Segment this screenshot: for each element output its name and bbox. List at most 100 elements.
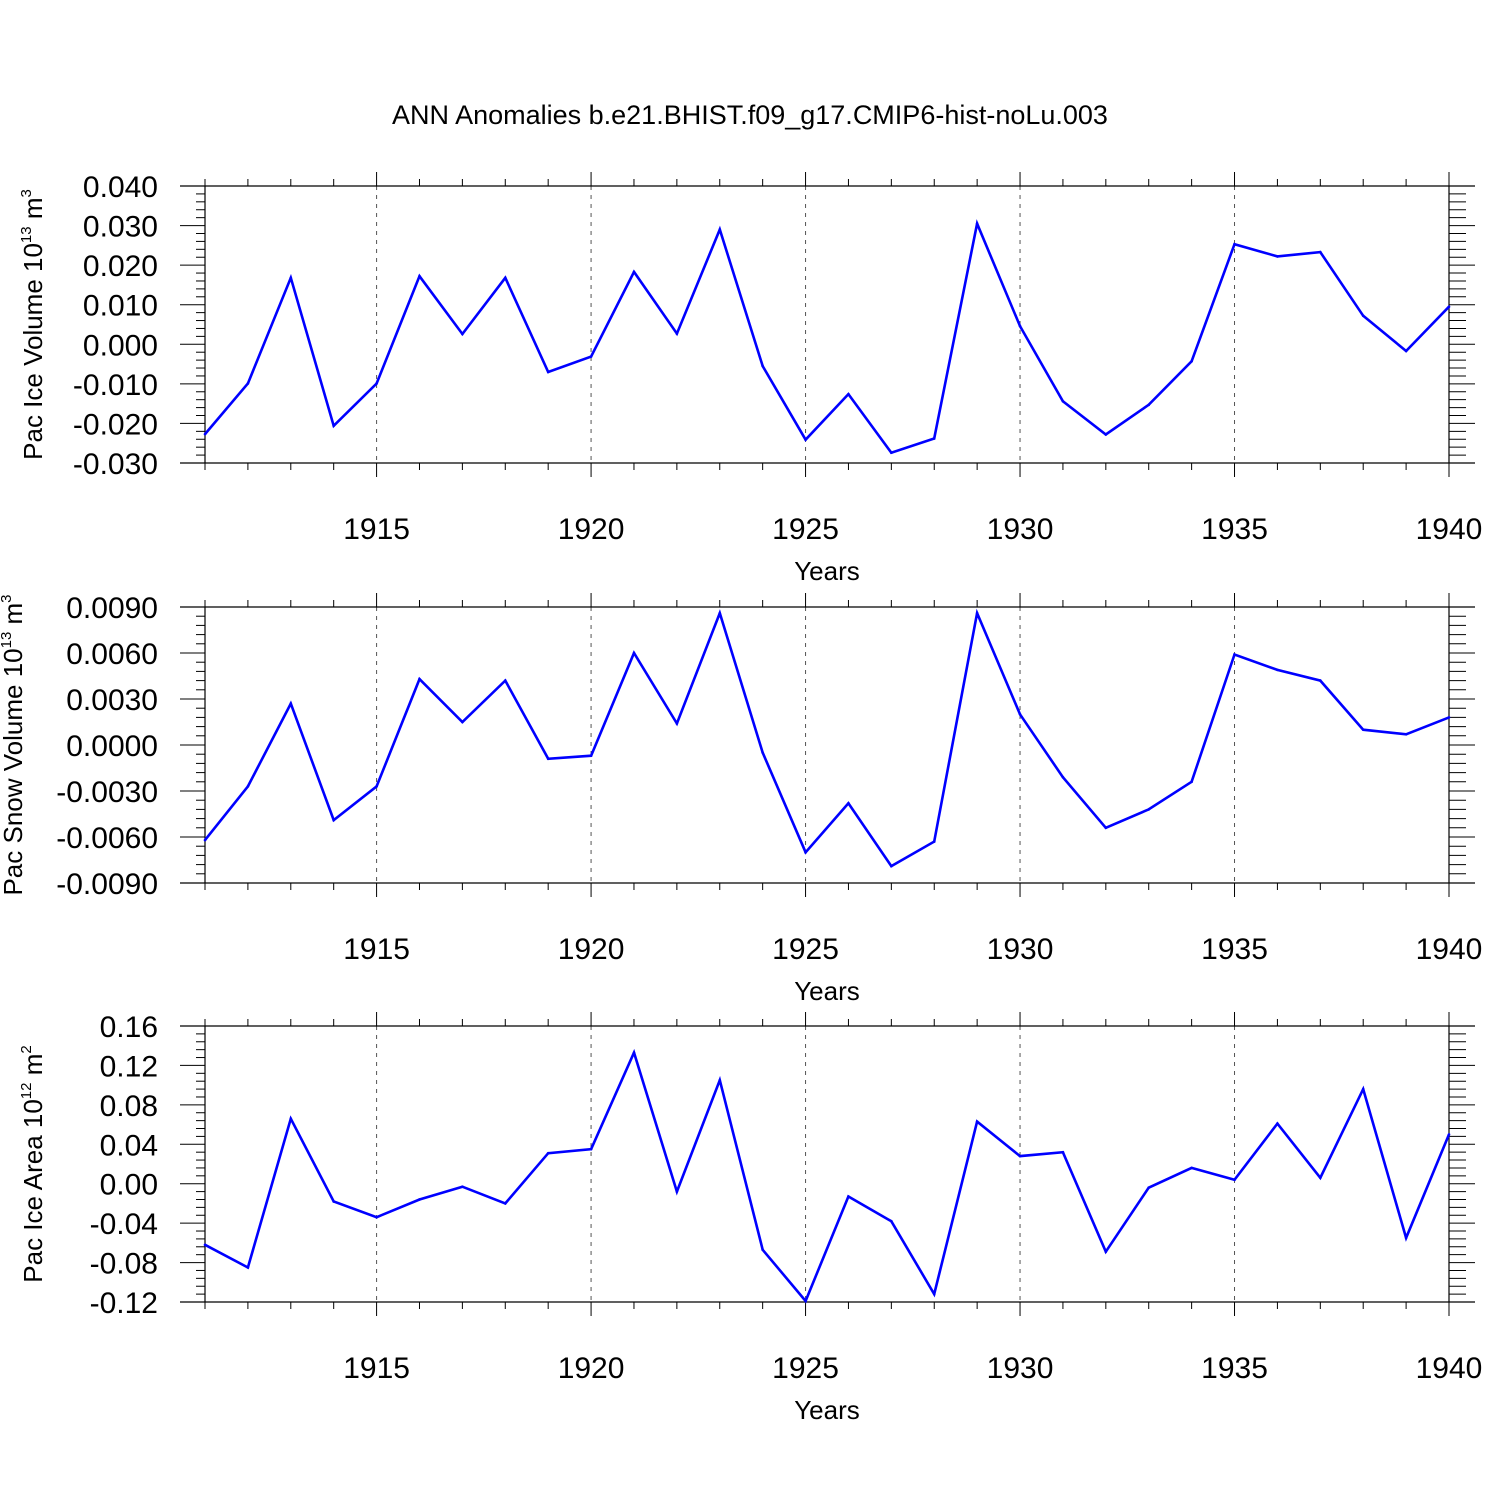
x-tick-label: 1920 [558,1352,625,1385]
y-tick-label: 0.00 [100,1169,158,1202]
x-tick-label: 1920 [558,513,625,546]
data-point [675,332,679,335]
data-point [932,840,936,843]
data-point [1447,716,1451,719]
x-axis-title: Years [794,1395,860,1425]
data-point [1447,1133,1451,1136]
data-point [804,851,807,854]
data-point [375,1215,378,1219]
data-point [203,432,207,436]
data-point [1276,1122,1279,1125]
data-point [461,1185,464,1188]
data-point [1319,1176,1322,1180]
data-point [546,1151,550,1155]
data-point [1361,314,1365,318]
data-point [1061,399,1065,403]
data-point [418,274,421,278]
data-point [847,1195,850,1198]
data-point [1061,1150,1065,1154]
data-point [289,276,293,280]
data-point [1404,349,1408,353]
x-tick-label: 1925 [772,513,839,546]
data-point [1404,732,1408,736]
series-line-pac-ice-area [204,1048,1451,1304]
data-point [503,1202,507,1205]
y-axis-title: Pac Snow Volume 1013 m3 [0,594,28,895]
data-point [375,785,378,788]
data-point [1104,433,1108,436]
data-point [632,1051,636,1054]
data-point [589,754,593,758]
y-tick-label: -0.030 [73,448,158,481]
y-tick-label: -0.08 [90,1248,158,1281]
data-point [289,1117,293,1120]
y-tick-label: -0.020 [73,408,158,441]
x-tick-label: 1915 [343,513,410,546]
data-point [1190,1166,1193,1170]
data-point [1190,780,1193,784]
data-point [503,679,507,682]
data-point [761,751,764,754]
y-tick-label: 0.010 [83,290,158,323]
x-tick-label: 1925 [772,933,839,966]
y-tick-label: -0.0030 [56,776,158,809]
data-point [1319,250,1322,254]
data-point [675,1190,679,1193]
data-point [1018,324,1022,328]
data-point [546,757,550,761]
data-point [1147,403,1151,407]
data-point [1018,1154,1022,1158]
data-point [847,392,850,396]
data-point [461,332,464,336]
data-point [289,702,293,705]
data-point [761,364,764,368]
y-tick-label: 0.08 [100,1090,158,1123]
y-tick-label: -0.04 [90,1208,158,1241]
data-point [718,228,722,231]
y-tick-label: -0.0060 [56,822,158,855]
y-tick-label: -0.0090 [56,868,158,901]
y-tick-label: 0.030 [83,211,158,244]
data-point [546,370,550,374]
x-tick-label: 1940 [1416,1352,1483,1385]
series-line-pac-snow-volume [203,608,1450,868]
data-point [1276,255,1279,258]
x-tick-label: 1925 [772,1352,839,1385]
chart-panel-1: 0.040 0.030 0.020 0.010 0.000 -0.010 -0.020 -0.… [18,171,1482,586]
y-tick-label: 0.12 [100,1050,158,1083]
y-axis-title: Pac Ice Area 1012 m2 [18,1045,48,1282]
y-tick-label: 0.0000 [66,730,158,763]
x-tick-label: 1940 [1416,513,1483,546]
y-tick-label: 0.000 [83,329,158,362]
data-point [375,382,378,385]
data-point [1447,305,1451,308]
data-point [1233,653,1236,656]
data-point [761,1248,764,1252]
data-point [632,270,636,274]
data-point [589,1147,593,1151]
data-point [203,838,207,842]
x-tick-label: 1920 [558,933,625,966]
chart-panel-2: 0.0090 0.0060 0.0030 0.0000 -0.0030 -0.0060 -0… [0,592,1482,1006]
x-axis-title: Years [794,556,860,586]
data-point [332,1200,335,1203]
data-point [975,611,979,615]
y-tick-label: 0.0030 [66,684,158,717]
x-axis-title: Years [794,976,860,1006]
data-point [718,1078,722,1082]
series-line-pac-ice-volume [204,219,1450,455]
data-point [1404,1236,1408,1240]
data-point [804,1299,807,1303]
x-tick-label: 1940 [1416,933,1483,966]
data-point [1147,808,1151,811]
chart-title: ANN Anomalies b.e21.BHIST.f09_g17.CMIP6-… [392,100,1108,130]
data-point [418,1198,421,1201]
chart-panels: 0.040 0.030 0.020 0.010 0.000 -0.010 -0.020 -0.… [0,171,1482,1425]
x-tick-label: 1930 [987,933,1054,966]
data-point [932,1292,936,1296]
data-point [418,677,421,681]
data-point [890,451,893,455]
data-point [1361,1087,1365,1091]
data-point [1319,679,1322,682]
